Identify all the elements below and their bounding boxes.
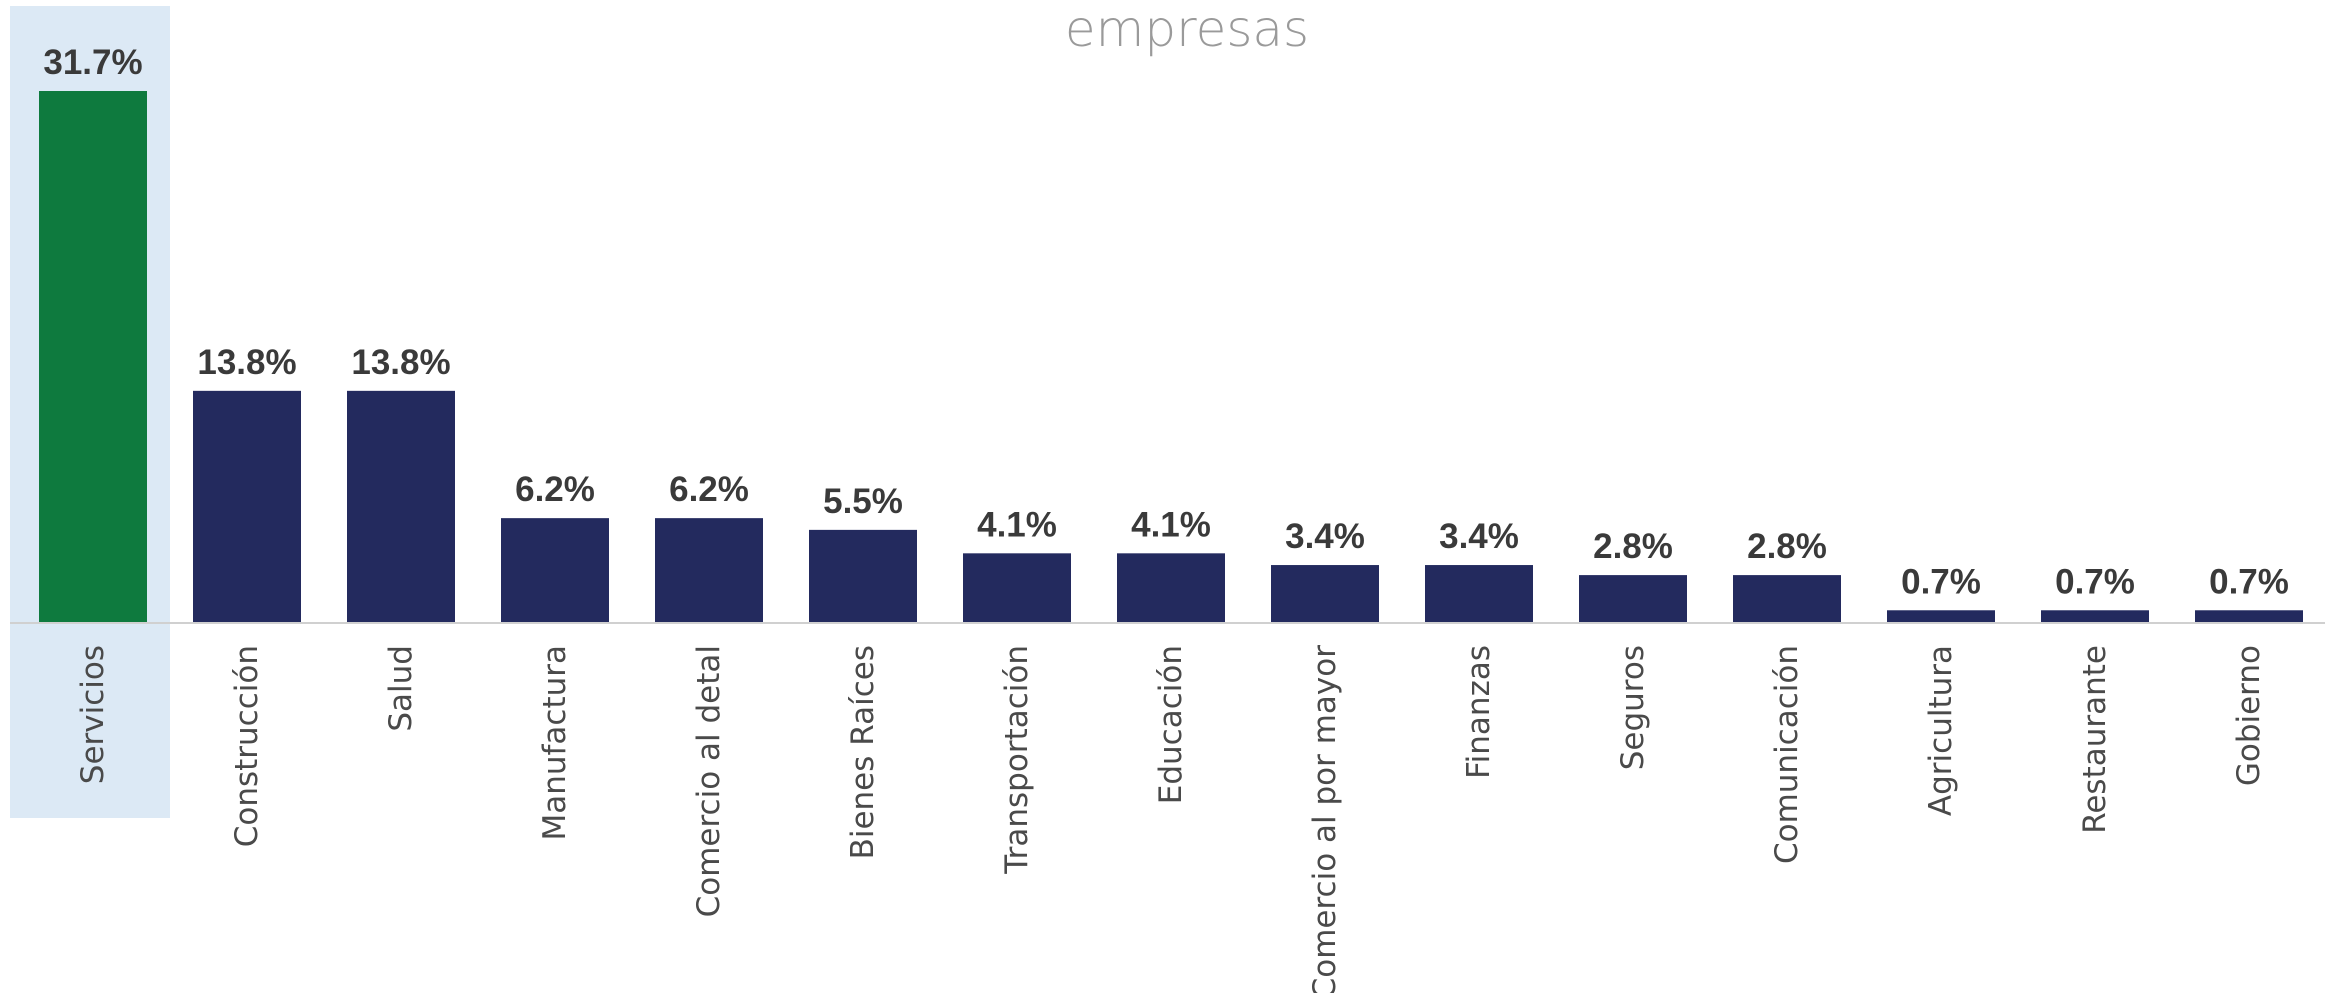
chart-title: empresas <box>1065 0 1309 58</box>
category-label: Agricultura <box>1923 645 1959 816</box>
data-label: 13.8% <box>351 343 450 382</box>
data-label: 4.1% <box>977 505 1057 544</box>
category-label: Finanzas <box>1461 645 1497 779</box>
category-label: Comunicación <box>1769 645 1805 864</box>
data-label: 6.2% <box>669 470 749 509</box>
category-label: Comercio al por mayor <box>1307 645 1343 993</box>
data-label: 2.8% <box>1747 527 1827 566</box>
category-label: Seguros <box>1615 645 1651 770</box>
bar <box>1579 575 1687 622</box>
bar <box>2195 610 2303 622</box>
data-label: 3.4% <box>1285 517 1365 556</box>
category-label: Salud <box>383 645 419 732</box>
data-label: 0.7% <box>2209 562 2289 601</box>
bar <box>1271 565 1379 622</box>
category-label: Servicios <box>75 645 111 784</box>
data-label: 5.5% <box>823 482 903 521</box>
bar <box>1733 575 1841 622</box>
bar <box>193 390 301 622</box>
category-label: Transportación <box>999 645 1035 875</box>
data-label: 31.7% <box>43 43 142 82</box>
data-label: 13.8% <box>197 343 296 382</box>
data-label: 4.1% <box>1131 505 1211 544</box>
category-label: Gobierno <box>2231 645 2267 786</box>
category-label: Manufactura <box>537 645 573 841</box>
category-label: Construcción <box>229 645 265 847</box>
bar <box>963 553 1071 622</box>
data-label: 2.8% <box>1593 527 1673 566</box>
bar <box>501 518 609 622</box>
bar <box>39 91 147 622</box>
bar <box>809 529 917 622</box>
bar <box>1425 565 1533 622</box>
bar <box>347 390 455 622</box>
category-label: Restaurante <box>2077 645 2113 834</box>
category-label: Bienes Raíces <box>845 645 881 859</box>
bar <box>655 518 763 622</box>
data-label: 0.7% <box>2055 562 2135 601</box>
data-label: 6.2% <box>515 470 595 509</box>
bar <box>1887 610 1995 622</box>
bar <box>2041 610 2149 622</box>
category-label: Educación <box>1153 645 1189 804</box>
data-label: 0.7% <box>1901 562 1981 601</box>
bar <box>1117 553 1225 622</box>
data-label: 3.4% <box>1439 517 1519 556</box>
category-label: Comercio al detal <box>691 645 727 917</box>
